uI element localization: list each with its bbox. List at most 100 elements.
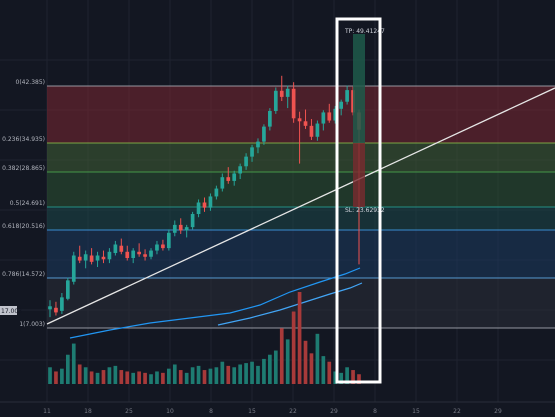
sl-zone: [353, 143, 365, 207]
fib-band-4: [47, 230, 555, 278]
volume-bar-18: [155, 371, 159, 384]
volume-bar-42: [297, 292, 302, 384]
candle-body-37: [268, 110, 272, 127]
candle-body-39: [279, 90, 284, 97]
candle-body-38: [273, 90, 278, 111]
candle-body-41: [291, 88, 296, 119]
candle-body-8: [95, 255, 100, 261]
volume-bar-26: [202, 370, 207, 384]
volume-bar-5: [77, 364, 82, 384]
candle-body-0: [48, 306, 52, 310]
candle-body-33: [244, 156, 248, 167]
candle-body-49: [339, 101, 344, 109]
fib-band-3: [47, 207, 555, 230]
volume-bar-24: [190, 367, 195, 384]
candle-body-15: [137, 251, 141, 255]
volume-bar-6: [83, 367, 88, 384]
x-tick-11: 29: [494, 408, 502, 415]
volume-bar-22: [178, 370, 183, 384]
x-tick-5: 15: [248, 408, 256, 415]
volume-bar-13: [125, 371, 130, 384]
volume-bar-32: [238, 364, 242, 384]
x-tick-8: 8: [373, 408, 377, 415]
candle-body-47: [327, 112, 332, 121]
candle-body-17: [149, 250, 153, 257]
volume-bar-25: [196, 365, 201, 384]
x-tick-3: 10: [166, 408, 174, 415]
volume-bar-15: [137, 371, 141, 384]
candle-body-3: [65, 280, 70, 299]
candle-body-31: [232, 173, 237, 181]
candle-body-28: [214, 188, 219, 197]
candle-body-50: [345, 90, 349, 102]
volume-bar-27: [208, 368, 213, 384]
fib-label-4: 0.618(20.516): [2, 223, 45, 230]
fib-label-2: 0.382(28.865): [2, 165, 45, 172]
sl-label: SL: 23.62932: [345, 207, 385, 214]
volume-bar-7: [89, 371, 94, 384]
x-tick-6: 22: [289, 408, 297, 415]
candle-body-6: [83, 254, 88, 261]
volume-bar-0: [48, 367, 52, 384]
volume-bar-44: [309, 353, 314, 384]
volume-bar-20: [167, 368, 171, 384]
candle-body-7: [89, 255, 94, 262]
volume-bar-29: [220, 361, 225, 384]
fib-label-3: 0.5(24.691): [10, 200, 45, 207]
x-tick-7: 29: [330, 408, 338, 415]
candle-body-43: [303, 121, 308, 126]
candle-body-29: [220, 177, 225, 189]
volume-bar-33: [244, 363, 248, 384]
volume-bar-48: [333, 371, 338, 384]
candle-body-5: [77, 256, 82, 261]
volume-bar-31: [232, 367, 237, 384]
moving-average-1: [69, 267, 361, 339]
candle-body-40: [285, 88, 290, 97]
candle-body-46: [321, 112, 326, 124]
volume-bar-43: [303, 340, 308, 384]
volume-bar-28: [214, 367, 219, 384]
volume-bar-30: [226, 365, 231, 384]
candle-body-12: [119, 245, 124, 252]
volume-bar-51: [351, 370, 355, 384]
volume-bar-12: [119, 370, 124, 384]
x-tick-0: 11: [43, 408, 51, 415]
volume-bar-10: [107, 367, 112, 384]
fib-label-1: 0.236(34.935): [2, 136, 45, 143]
x-tick-10: 22: [453, 408, 461, 415]
volume-bar-47: [327, 361, 332, 384]
candle-body-13: [125, 251, 130, 259]
volume-bar-36: [262, 358, 266, 384]
volume-bar-52: [357, 374, 361, 384]
candle-body-1: [54, 307, 58, 313]
volume-bar-14: [131, 372, 136, 384]
candle-body-25: [196, 202, 201, 214]
fib-band-0: [47, 86, 555, 143]
volume-bar-19: [161, 372, 165, 384]
price-tag-box: [0, 306, 17, 315]
x-tick-2: 25: [125, 408, 133, 415]
fib-band-2: [47, 172, 555, 207]
volume-bar-9: [101, 370, 106, 384]
tp-zone: [353, 34, 365, 143]
volume-bar-45: [315, 333, 320, 384]
candle-body-2: [60, 297, 64, 311]
volume-bar-34: [250, 361, 254, 384]
volume-bar-17: [149, 374, 153, 384]
candle-body-24: [190, 213, 195, 228]
volume-bar-41: [291, 311, 296, 384]
volume-bar-16: [143, 372, 147, 384]
candle-body-48: [333, 108, 338, 121]
volume-bar-21: [172, 364, 177, 384]
volume-bar-46: [321, 356, 326, 384]
volume-bar-23: [184, 372, 189, 384]
volume-bar-38: [273, 350, 278, 384]
candle-body-35: [256, 141, 260, 148]
x-tick-9: 15: [412, 408, 420, 415]
volume-bar-39: [279, 328, 284, 384]
candle-body-30: [226, 177, 231, 181]
volume-bar-49: [339, 372, 344, 384]
trend-line: [46, 87, 555, 325]
